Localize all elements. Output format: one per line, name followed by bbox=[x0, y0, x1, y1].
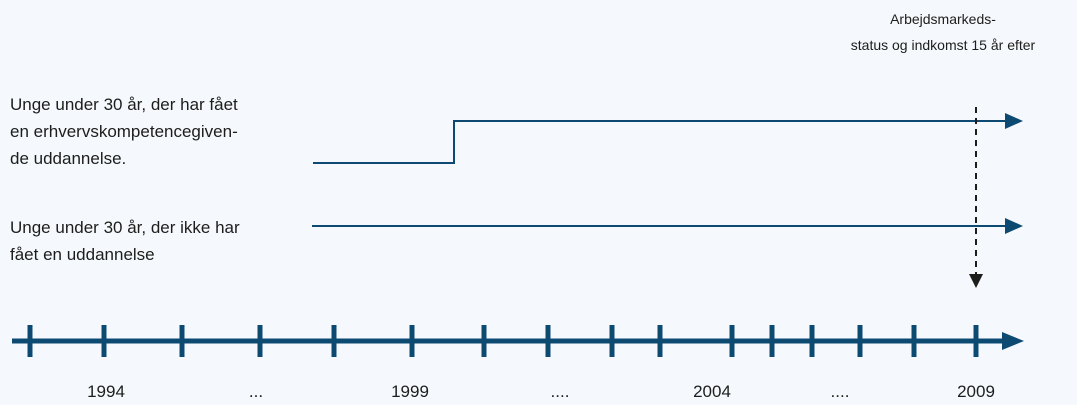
timeline-tick-label: .... bbox=[550, 382, 570, 401]
timeline-tick-label: 1994 bbox=[87, 382, 125, 401]
outcome-label-line-1: Arbejdsmarkeds- bbox=[890, 11, 996, 27]
timeline-arrowhead bbox=[1002, 332, 1024, 350]
group-educated-path bbox=[313, 120, 1008, 164]
group-uneducated-arrowhead bbox=[1005, 218, 1023, 234]
group-educated-label: Unge under 30 år, der har fået en erhver… bbox=[10, 91, 238, 172]
timeline-tick-label: 1999 bbox=[391, 382, 429, 401]
group-educated-label-line-1: Unge under 30 år, der har fået bbox=[10, 95, 238, 114]
outcome-label: Arbejdsmarkeds- status og indkomst 15 år… bbox=[813, 6, 1073, 58]
group-uneducated-label-line-1: Unge under 30 år, der ikke har bbox=[10, 218, 240, 237]
group-uneducated-label-line-2: fået en uddannelse bbox=[10, 245, 155, 264]
group-educated-label-line-3: de uddannelse. bbox=[10, 149, 127, 168]
timeline-tick-label: 2004 bbox=[693, 382, 731, 401]
timeline-tick-label: .... bbox=[830, 382, 850, 401]
group-uneducated-label: Unge under 30 år, der ikke har fået en u… bbox=[10, 214, 240, 268]
timeline-tick-label: 2009 bbox=[957, 382, 995, 401]
outcome-dashed-arrowhead bbox=[969, 274, 983, 288]
group-educated-label-line-2: en erhvervskompetencegiven- bbox=[10, 122, 238, 141]
timeline-ticks bbox=[27, 325, 979, 357]
timeline-tick-label: ... bbox=[248, 382, 264, 401]
outcome-label-line-2: status og indkomst 15 år efter bbox=[850, 37, 1036, 53]
group-educated-arrowhead bbox=[1005, 113, 1023, 129]
